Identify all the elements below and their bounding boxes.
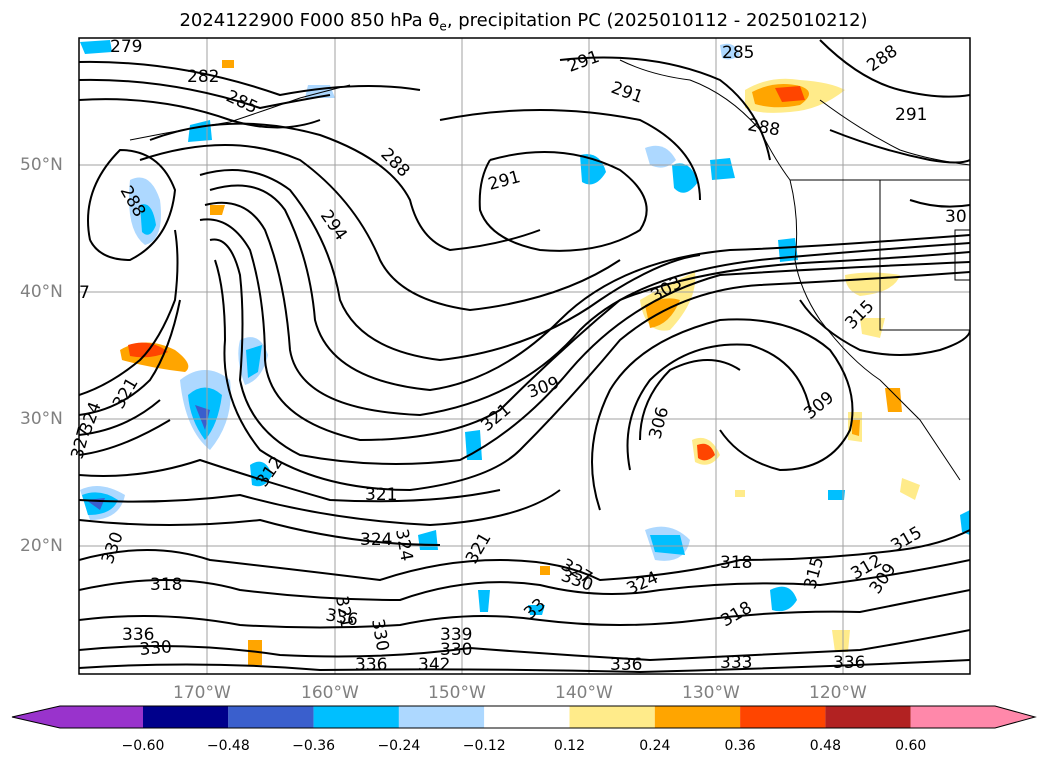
colorbar-extend-min <box>12 706 60 728</box>
contour-label: 330 <box>139 637 173 660</box>
colorbar-segment <box>143 706 229 728</box>
colorbar-tick-label: −0.24 <box>377 738 421 754</box>
contour-label: 336 <box>122 625 154 645</box>
contour-label: 324 <box>360 530 392 550</box>
theta-e-contours <box>79 39 970 674</box>
coastlines <box>129 59 970 481</box>
map-background <box>79 38 970 674</box>
lon-label-130w: 130°W <box>682 683 740 703</box>
contour-label: 336 <box>833 653 865 673</box>
colorbar-segment <box>484 706 570 728</box>
map-frame <box>78 37 971 675</box>
colorbar-segment <box>910 706 995 728</box>
colorbar-tick-label: −0.12 <box>462 738 506 754</box>
contour-label: 30 <box>945 207 967 227</box>
colorbar-segment <box>228 706 314 728</box>
colorbar-tick-label: 0.36 <box>724 738 756 754</box>
contour-label: 318 <box>720 553 752 573</box>
contour-label: 279 <box>110 37 142 57</box>
lon-label-170w: 170°W <box>173 683 231 703</box>
colorbar-segment <box>825 706 911 728</box>
contour-label: 285 <box>722 43 754 63</box>
colorbar-tick-label: 0.60 <box>895 738 927 754</box>
colorbar-segment <box>569 706 655 728</box>
contour-label: 342 <box>418 655 450 675</box>
lon-label-120w: 120°W <box>809 683 867 703</box>
contour-label: 336 <box>610 655 642 675</box>
contour-label: 318 <box>150 575 182 595</box>
contour-label: 333 <box>720 653 752 673</box>
colorbar-tick-label: −0.48 <box>206 738 250 754</box>
colorbar-extend-max <box>995 706 1035 728</box>
lon-label-150w: 150°W <box>428 683 486 703</box>
precip-shading <box>80 40 970 665</box>
colorbar-tick-label: 0.48 <box>809 738 841 754</box>
lat-label-30n: 30°N <box>20 409 63 429</box>
lon-label-160w: 160°W <box>301 683 359 703</box>
colorbar-tick-label: 0.12 <box>553 738 586 754</box>
lat-edge-contour-label: 7 <box>79 283 90 303</box>
map-title: 2024122900 F000 850 hPa θe, precipitatio… <box>179 10 868 34</box>
contour-label: 321 <box>365 485 397 505</box>
colorbar-tick-label: −0.60 <box>121 738 165 754</box>
colorbar-segment <box>654 706 741 728</box>
colorbar-segment <box>313 706 399 728</box>
lon-label-140w: 140°W <box>555 683 613 703</box>
lat-label-40n: 40°N <box>20 282 63 302</box>
colorbar-tick-label: 0.24 <box>639 738 671 754</box>
contour-labels: 2792822852882912912912852882882912942883… <box>68 37 967 675</box>
lat-label-20n: 20°N <box>20 536 63 556</box>
colorbar-outline <box>11 705 1037 729</box>
lat-label-50n: 50°N <box>20 155 63 175</box>
colorbar-tick-label: −0.36 <box>292 738 336 754</box>
contour-label: 291 <box>895 105 927 125</box>
colorbar-segment <box>398 706 485 728</box>
colorbar-segments <box>12 706 1035 728</box>
contour-label: 330 <box>440 640 472 660</box>
contour-label: 282 <box>187 67 219 87</box>
colorbar-segment <box>60 706 143 728</box>
contour-label: 339 <box>440 625 472 645</box>
contour-label: 336 <box>355 655 387 675</box>
colorbar-segment <box>740 706 826 728</box>
